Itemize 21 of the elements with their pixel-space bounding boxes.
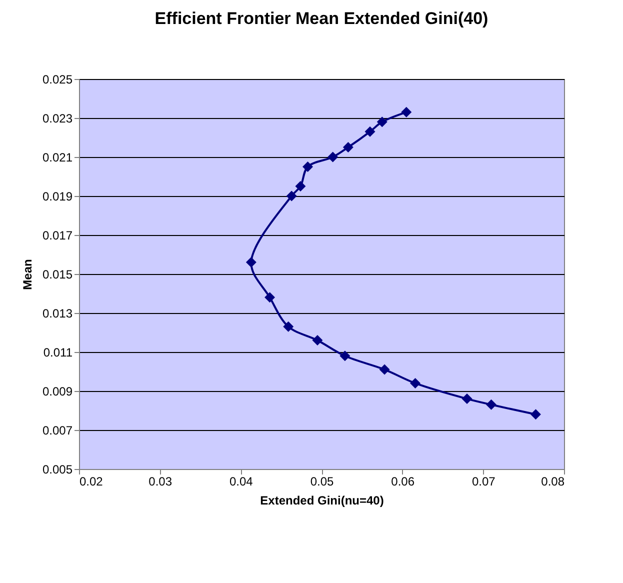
y-tick-label: 0.009 [42,384,73,398]
y-tick-label: 0.019 [42,190,73,204]
y-axis-title: Mean [20,259,34,290]
x-tick-label: 0.04 [229,474,254,488]
x-tick-label: 0.07 [472,474,496,488]
x-tick-label: 0.02 [80,474,104,488]
y-tick-label: 0.017 [42,228,73,242]
y-tick-label: 0.023 [42,112,73,126]
y-tick-label: 0.011 [43,346,73,360]
x-tick-label: 0.08 [541,474,565,488]
x-tick-label: 0.03 [148,474,172,488]
x-axis-title: Extended Gini(nu=40) [260,494,384,508]
y-tick-label: 0.013 [42,306,73,320]
x-tick-label: 0.05 [310,474,334,488]
y-tick-label: 0.025 [42,72,73,86]
chart-title: Efficient Frontier Mean Extended Gini(40) [154,9,488,28]
y-tick-label: 0.015 [42,268,73,282]
y-tick-label: 0.007 [42,424,73,438]
y-tick-label: 0.021 [42,150,73,164]
x-tick-label: 0.06 [391,474,415,488]
y-tick-label: 0.005 [42,462,73,476]
